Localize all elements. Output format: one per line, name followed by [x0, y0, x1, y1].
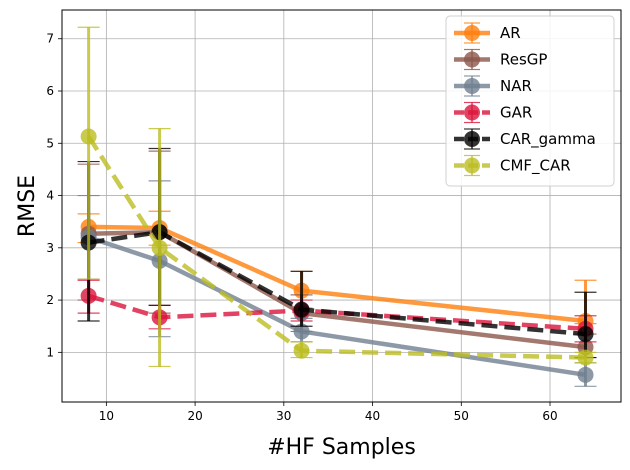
legend-swatch-marker [464, 157, 480, 174]
y-tick-label: 5 [46, 136, 54, 150]
y-tick-label: 2 [46, 293, 54, 307]
x-tick-label: 10 [99, 409, 114, 423]
series-layer [77, 26, 597, 387]
data-point [293, 342, 310, 359]
y-tick-label: 1 [46, 345, 54, 359]
legend-item-resgp: ResGP [454, 48, 547, 71]
legend-swatch-marker [464, 78, 480, 94]
legend-label: AR [500, 24, 521, 42]
y-tick-label: 7 [46, 32, 54, 46]
legend-swatch-marker [464, 131, 480, 147]
x-tick-label: 60 [542, 409, 557, 423]
legend-item-cmf-car: CMF_CAR [454, 154, 571, 177]
data-point [293, 323, 310, 340]
legend-label: CMF_CAR [500, 157, 571, 176]
x-tick-label: 30 [276, 409, 291, 423]
y-axis-title: RMSE [15, 175, 40, 237]
series-line [86, 135, 586, 360]
x-tick-label: 20 [187, 409, 202, 423]
x-tick-label: 50 [454, 409, 469, 423]
y-tick-label: 4 [46, 189, 54, 203]
data-point [151, 239, 168, 256]
legend-item-nar: NAR [454, 75, 532, 97]
legend-label: ResGP [500, 51, 547, 69]
legend-swatch-marker [464, 25, 480, 41]
data-point [577, 349, 594, 366]
legend-label: CAR_gamma [500, 130, 596, 149]
x-axis-ticks: 10 20 30 40 50 60 [99, 402, 558, 423]
data-point [293, 301, 310, 318]
data-point [577, 366, 594, 383]
legend-label: NAR [500, 77, 532, 95]
plot-frame [61, 9, 622, 403]
x-axis-title: #HF Samples [267, 435, 416, 460]
legend-item-ar: AR [454, 22, 521, 44]
series-line [88, 229, 586, 337]
y-tick-label: 6 [46, 84, 54, 98]
data-point [80, 128, 97, 145]
series-line [88, 224, 586, 324]
legend-item-gar: GAR [454, 101, 532, 124]
data-point [577, 326, 594, 343]
legend: AR ResGP NAR GAR CAR_gamma CMF_CAR [445, 15, 615, 187]
x-tick-label: 40 [365, 409, 380, 423]
legend-swatch-marker [464, 51, 480, 68]
legend-item-car-gamma: CAR_gamma [454, 128, 596, 150]
y-tick-label: 3 [46, 241, 54, 255]
y-axis-ticks: 1 2 3 4 5 6 7 [46, 32, 62, 359]
series-cmf-car [77, 26, 597, 368]
legend-label: GAR [500, 104, 532, 122]
legend-swatch-marker [464, 104, 480, 121]
